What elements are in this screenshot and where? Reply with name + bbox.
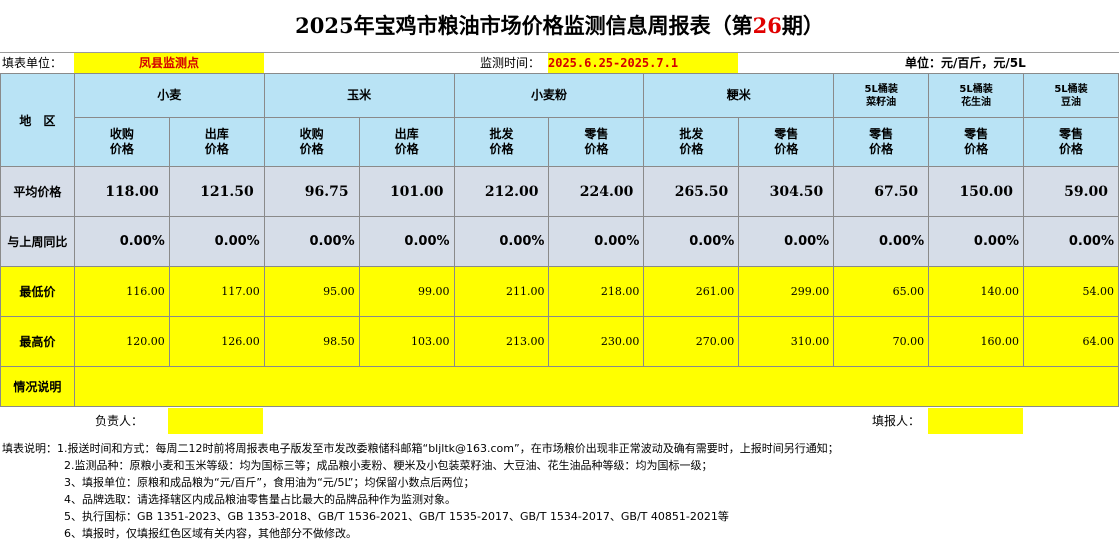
min-price-cell[interactable]: 65.00 <box>833 266 930 317</box>
average-price-cell: 265.50 <box>643 166 740 217</box>
week-over-week-cell: 0.00% <box>358 216 455 267</box>
note-line: 5、执行国标：GB 1351-2023、GB 1353-2018、GB/T 15… <box>64 510 729 523</box>
min-price-cell[interactable]: 99.00 <box>358 266 455 317</box>
week-over-week-label: 与上周同比 <box>0 216 75 267</box>
group-peanut-oil: 5L桶装 花生油 <box>928 73 1025 118</box>
average-price-cell: 212.00 <box>453 166 550 217</box>
sub-header: 批发 价格 <box>643 117 740 167</box>
responsible-label: 负责人： <box>95 414 144 428</box>
sub-header: 零售 价格 <box>738 117 835 167</box>
sub-header: 收购 价格 <box>263 117 360 167</box>
group-wheat: 小麦 <box>73 73 265 118</box>
max-price-cell[interactable]: 103.00 <box>358 316 455 367</box>
info-row: 填表单位： 凤县监测点 监测时间： 2025.6.25-2025.7.1 单位：… <box>0 52 1119 75</box>
average-price-cell: 304.50 <box>738 166 835 217</box>
group-rice: 粳米 <box>643 73 835 118</box>
max-price-cell[interactable]: 98.50 <box>263 316 360 367</box>
report-title: 2025年宝鸡市粮油市场价格监测信息周报表（第26期） <box>0 0 1119 52</box>
sub-header: 出库 价格 <box>358 117 455 167</box>
max-price-cell[interactable]: 230.00 <box>548 316 645 367</box>
week-over-week-cell: 0.00% <box>548 216 645 267</box>
min-price-label: 最低价 <box>0 266 75 317</box>
week-over-week-cell: 0.00% <box>928 216 1025 267</box>
max-price-cell[interactable]: 270.00 <box>643 316 740 367</box>
average-price-cell: 59.00 <box>1023 166 1119 217</box>
sub-header: 出库 价格 <box>168 117 265 167</box>
week-over-week-cell: 0.00% <box>168 216 265 267</box>
remarks-label: 情况说明 <box>0 366 75 407</box>
filler-label: 填报人： <box>872 414 921 428</box>
title-suffix: 期） <box>781 13 824 38</box>
title-prefix: 2025年宝鸡市粮油市场价格监测信息周报表（第 <box>295 13 753 38</box>
average-price-cell: 118.00 <box>73 166 170 217</box>
average-price-cell: 101.00 <box>358 166 455 217</box>
average-price-label: 平均价格 <box>0 166 75 217</box>
min-price-cell[interactable]: 54.00 <box>1023 266 1119 317</box>
week-over-week-cell: 0.00% <box>263 216 360 267</box>
max-price-cell[interactable]: 64.00 <box>1023 316 1119 367</box>
max-price-cell[interactable]: 160.00 <box>928 316 1025 367</box>
sub-header: 零售 价格 <box>928 117 1025 167</box>
max-price-cell[interactable]: 213.00 <box>453 316 550 367</box>
group-flour: 小麦粉 <box>453 73 645 118</box>
note-line: 4、品牌选取：请选择辖区内成品粮油零售量占比最大的品牌品种作为监测对象。 <box>64 493 456 506</box>
period-label: 监测时间： <box>480 56 541 70</box>
min-price-cell[interactable]: 95.00 <box>263 266 360 317</box>
price-table: 地 区 小麦 玉米 小麦粉 粳米 5L桶装 菜籽油 5L桶装 花生油 5L桶装 … <box>0 73 1119 407</box>
max-price-cell[interactable]: 310.00 <box>738 316 835 367</box>
group-rapeseed-oil: 5L桶装 菜籽油 <box>833 73 930 118</box>
unit-value-field[interactable]: 凤县监测点 <box>74 53 264 74</box>
max-price-cell[interactable]: 120.00 <box>73 316 170 367</box>
min-price-cell[interactable]: 211.00 <box>453 266 550 317</box>
min-price-cell[interactable]: 218.00 <box>548 266 645 317</box>
sub-header: 批发 价格 <box>453 117 550 167</box>
region-header: 地 区 <box>0 73 75 167</box>
sub-header: 收购 价格 <box>73 117 170 167</box>
note-line: 填表说明：1.报送时间和方式：每周二12时前将周报表电子版发至市发改委粮储科邮箱… <box>2 442 839 455</box>
period-value-field[interactable]: 2025.6.25-2025.7.1 <box>548 53 738 74</box>
note-line: 2.监测品种：原粮小麦和玉米等级：均为国标三等；成品粮小麦粉、粳米及小包装菜籽油… <box>64 459 713 472</box>
fill-instructions: 填表说明：1.报送时间和方式：每周二12时前将周报表电子版发至市发改委粮储科邮箱… <box>2 440 1117 542</box>
max-price-label: 最高价 <box>0 316 75 367</box>
filler-field[interactable] <box>928 408 1023 434</box>
units-note: 单位：元/百斤，元/5L <box>905 56 1026 70</box>
unit-label: 填表单位： <box>2 56 63 70</box>
sub-header: 零售 价格 <box>833 117 930 167</box>
min-price-cell[interactable]: 261.00 <box>643 266 740 317</box>
average-price-cell: 96.75 <box>263 166 360 217</box>
sub-header: 零售 价格 <box>1023 117 1119 167</box>
week-over-week-cell: 0.00% <box>73 216 170 267</box>
min-price-cell[interactable]: 117.00 <box>168 266 265 317</box>
week-over-week-cell: 0.00% <box>453 216 550 267</box>
min-price-cell[interactable]: 299.00 <box>738 266 835 317</box>
group-soy-oil: 5L桶装 豆油 <box>1023 73 1119 118</box>
group-corn: 玉米 <box>263 73 455 118</box>
min-price-cell[interactable]: 140.00 <box>928 266 1025 317</box>
min-price-cell[interactable]: 116.00 <box>73 266 170 317</box>
average-price-cell: 224.00 <box>548 166 645 217</box>
week-over-week-cell: 0.00% <box>1023 216 1119 267</box>
average-price-cell: 121.50 <box>168 166 265 217</box>
max-price-cell[interactable]: 70.00 <box>833 316 930 367</box>
note-line: 6、填报时，仅填报红色区域有关内容，其他部分不做修改。 <box>64 527 357 540</box>
remarks-field[interactable] <box>73 366 1119 407</box>
sub-header: 零售 价格 <box>548 117 645 167</box>
issue-number[interactable]: 26 <box>752 13 782 38</box>
average-price-cell: 67.50 <box>833 166 930 217</box>
week-over-week-cell: 0.00% <box>833 216 930 267</box>
note-line: 3、填报单位：原粮和成品粮为“元/百斤”，食用油为“元/5L”；均保留小数点后两… <box>64 476 475 489</box>
week-over-week-cell: 0.00% <box>738 216 835 267</box>
max-price-cell[interactable]: 126.00 <box>168 316 265 367</box>
week-over-week-cell: 0.00% <box>643 216 740 267</box>
sign-row: 负责人： 填报人： <box>0 408 1119 434</box>
average-price-cell: 150.00 <box>928 166 1025 217</box>
responsible-field[interactable] <box>168 408 263 434</box>
